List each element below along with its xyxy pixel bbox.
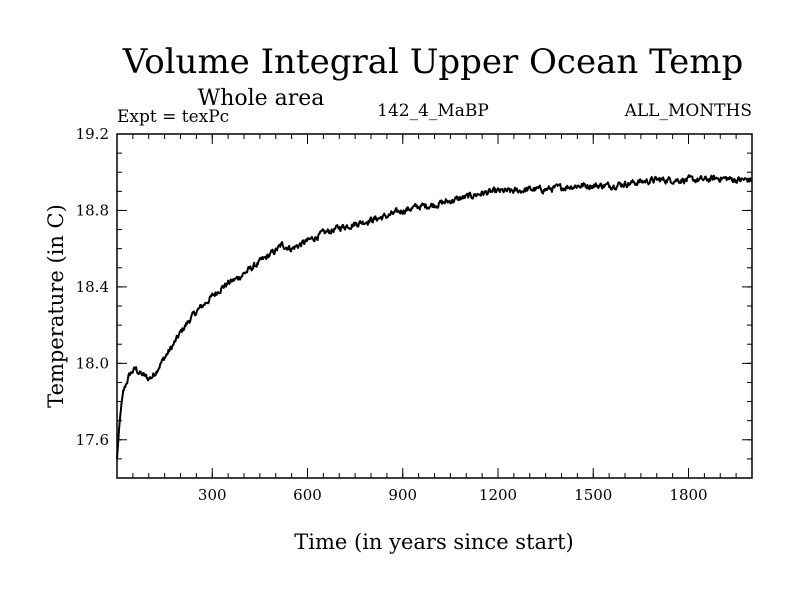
x-tick-label: 1200	[479, 486, 517, 504]
experiment-label: Expt = texPc	[117, 107, 229, 127]
tick-labels: 300 600 900 1200 1500 1800 17.6 18.0 18.4 18.8 19.…	[76, 125, 708, 504]
x-tick-label: 900	[388, 486, 417, 504]
y-tick-label: 18.4	[76, 278, 109, 296]
y-tick-label: 17.6	[76, 431, 109, 449]
y-axis-label: Temperature (in C)	[44, 204, 68, 408]
x-tick-label: 1800	[669, 486, 707, 504]
period-label: 142_4_MaBP	[377, 101, 489, 121]
x-tick-label: 1500	[574, 486, 612, 504]
series-line	[116, 174, 753, 459]
major-ticks	[117, 133, 752, 478]
y-tick-label: 19.2	[76, 125, 109, 143]
plot-frame	[116, 133, 753, 479]
minor-ticks	[117, 134, 752, 478]
y-tick-label: 18.8	[76, 201, 109, 219]
months-label: ALL_MONTHS	[624, 101, 752, 121]
x-tick-label: 300	[198, 486, 227, 504]
y-tick-label: 18.0	[76, 354, 109, 372]
x-tick-label: 600	[293, 486, 322, 504]
chart-subtitle: Whole area	[198, 86, 325, 111]
chart-title: Volume Integral Upper Ocean Temp	[122, 42, 743, 82]
x-axis-label: Time (in years since start)	[294, 530, 573, 554]
